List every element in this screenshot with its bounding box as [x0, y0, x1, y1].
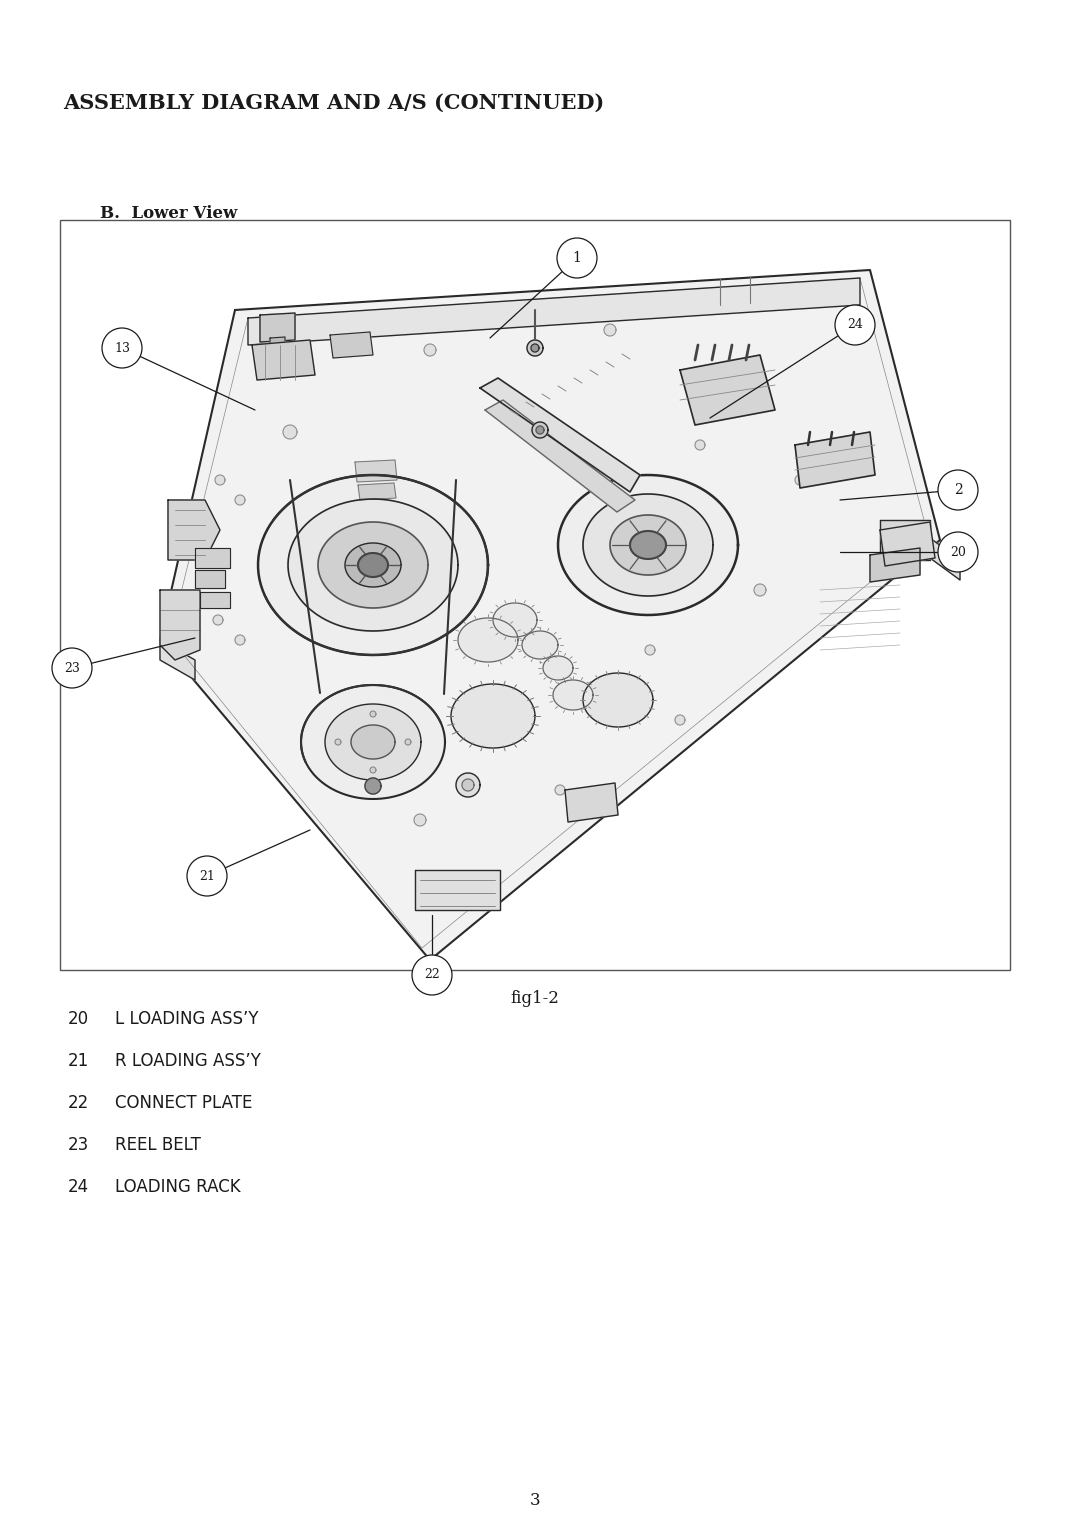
- Text: 21: 21: [68, 1051, 90, 1070]
- Polygon shape: [365, 778, 381, 795]
- Polygon shape: [754, 584, 766, 596]
- Polygon shape: [370, 711, 376, 717]
- Bar: [60, 220, 1010, 970]
- Polygon shape: [235, 495, 245, 504]
- Circle shape: [102, 329, 141, 368]
- Polygon shape: [357, 553, 388, 578]
- Text: 23: 23: [68, 1135, 90, 1154]
- Polygon shape: [345, 542, 401, 587]
- Polygon shape: [213, 614, 222, 625]
- Polygon shape: [880, 523, 935, 565]
- Text: R LOADING ASS’Y: R LOADING ASS’Y: [114, 1051, 261, 1070]
- Text: 20: 20: [68, 1010, 90, 1028]
- Text: CONNECT PLATE: CONNECT PLATE: [114, 1094, 253, 1112]
- Text: 13: 13: [114, 341, 130, 354]
- Polygon shape: [288, 500, 458, 631]
- Polygon shape: [630, 532, 666, 559]
- Circle shape: [187, 856, 227, 895]
- Polygon shape: [318, 523, 428, 608]
- Polygon shape: [301, 685, 445, 799]
- Text: 24: 24: [847, 318, 863, 332]
- Polygon shape: [270, 338, 285, 361]
- Circle shape: [52, 648, 92, 688]
- Circle shape: [557, 238, 597, 278]
- Polygon shape: [492, 604, 537, 637]
- Text: 2: 2: [954, 483, 962, 497]
- Circle shape: [411, 955, 453, 995]
- Text: 20: 20: [950, 545, 966, 559]
- Polygon shape: [357, 483, 396, 500]
- Polygon shape: [696, 440, 705, 451]
- Polygon shape: [870, 549, 920, 582]
- Polygon shape: [531, 344, 539, 351]
- Polygon shape: [680, 354, 775, 425]
- Polygon shape: [645, 645, 654, 656]
- Polygon shape: [522, 631, 558, 659]
- Polygon shape: [462, 779, 474, 792]
- Text: fig1-2: fig1-2: [511, 990, 559, 1007]
- Text: 22: 22: [68, 1094, 90, 1112]
- Polygon shape: [880, 520, 930, 559]
- Polygon shape: [330, 332, 373, 358]
- Polygon shape: [351, 724, 395, 759]
- Polygon shape: [258, 475, 488, 656]
- Polygon shape: [195, 549, 230, 568]
- Polygon shape: [675, 715, 685, 724]
- Polygon shape: [527, 341, 543, 356]
- Polygon shape: [458, 617, 518, 662]
- Text: L LOADING ASS’Y: L LOADING ASS’Y: [114, 1010, 258, 1028]
- Polygon shape: [168, 500, 220, 559]
- Text: ASSEMBLY DIAGRAM AND A/S (CONTINUED): ASSEMBLY DIAGRAM AND A/S (CONTINUED): [63, 93, 604, 113]
- Circle shape: [835, 306, 875, 345]
- Polygon shape: [451, 685, 535, 749]
- Text: B.  Lower View: B. Lower View: [100, 205, 238, 222]
- Polygon shape: [283, 425, 297, 439]
- Polygon shape: [485, 400, 635, 512]
- Polygon shape: [930, 538, 960, 581]
- Text: 23: 23: [64, 662, 80, 674]
- Polygon shape: [583, 672, 653, 727]
- Polygon shape: [160, 640, 195, 680]
- Text: 22: 22: [424, 969, 440, 981]
- Polygon shape: [248, 278, 860, 345]
- Polygon shape: [370, 767, 376, 773]
- Polygon shape: [536, 426, 544, 434]
- Polygon shape: [795, 475, 805, 484]
- Polygon shape: [610, 515, 686, 575]
- Polygon shape: [553, 680, 593, 711]
- Polygon shape: [252, 341, 315, 380]
- Polygon shape: [160, 590, 200, 660]
- Polygon shape: [235, 636, 245, 645]
- Polygon shape: [424, 344, 436, 356]
- Polygon shape: [456, 773, 480, 798]
- Text: REEL BELT: REEL BELT: [114, 1135, 201, 1154]
- Polygon shape: [583, 494, 713, 596]
- Polygon shape: [335, 740, 341, 746]
- Polygon shape: [555, 785, 565, 795]
- Polygon shape: [565, 782, 618, 822]
- Polygon shape: [543, 656, 573, 680]
- Text: LOADING RACK: LOADING RACK: [114, 1178, 241, 1196]
- Polygon shape: [480, 377, 640, 492]
- Text: 3: 3: [529, 1491, 540, 1510]
- Polygon shape: [195, 570, 225, 588]
- Circle shape: [939, 471, 978, 510]
- Polygon shape: [355, 460, 397, 481]
- Text: 24: 24: [68, 1178, 90, 1196]
- Polygon shape: [260, 313, 295, 342]
- Polygon shape: [558, 475, 738, 614]
- Polygon shape: [325, 704, 421, 779]
- Polygon shape: [415, 869, 500, 911]
- Polygon shape: [405, 740, 411, 746]
- Polygon shape: [215, 475, 225, 484]
- Polygon shape: [414, 814, 426, 827]
- Polygon shape: [160, 270, 940, 960]
- Text: 1: 1: [572, 251, 581, 264]
- Text: 21: 21: [199, 869, 215, 883]
- Circle shape: [939, 532, 978, 571]
- Polygon shape: [200, 591, 230, 608]
- Polygon shape: [604, 324, 616, 336]
- Polygon shape: [795, 432, 875, 487]
- Polygon shape: [532, 422, 548, 439]
